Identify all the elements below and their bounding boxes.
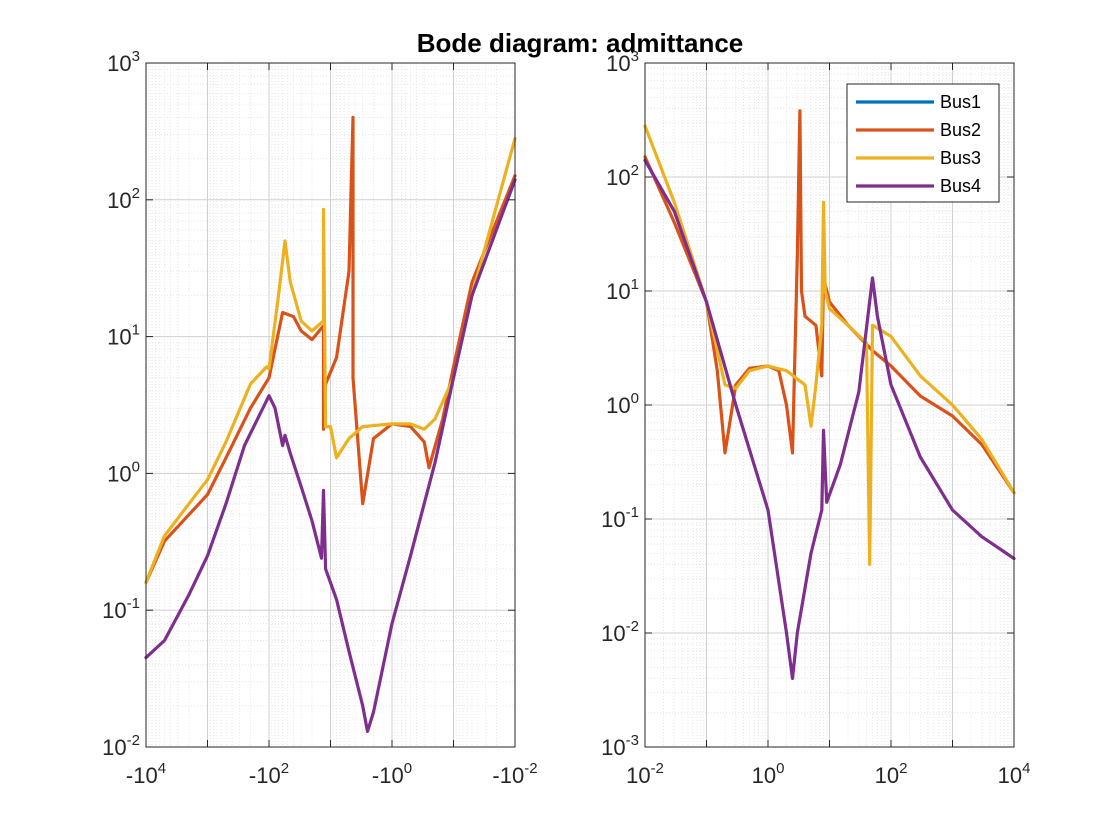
- y-tick-label: 103: [606, 48, 639, 76]
- series-bus4-negative-frequency: [144, 178, 517, 733]
- y-tick-label: 10-2: [102, 732, 140, 760]
- y-tick-label: 10-2: [601, 618, 639, 646]
- series-bus3-positive-frequency: [643, 124, 1016, 566]
- left-axes: -104 -102 -100 -10-2 10-2 10-1 100 101 102 103: [102, 48, 537, 788]
- legend-label-bus3: Bus3: [940, 148, 981, 168]
- y-tick-label: 10-1: [102, 595, 140, 623]
- y-tick-label: 100: [606, 390, 639, 418]
- y-tick-label: 102: [606, 162, 639, 190]
- x-tick-label: -100: [372, 760, 412, 788]
- y-tick-label: 10-3: [601, 732, 639, 760]
- left-series: [144, 115, 517, 733]
- left-ticks: -104 -102 -100 -10-2 10-2 10-1 100 101 102 103: [102, 48, 537, 788]
- y-tick-label: 10-1: [601, 504, 639, 532]
- y-tick-label: 101: [606, 276, 639, 304]
- chart-title: Bode diagram: admittance: [417, 28, 744, 58]
- x-tick-label: 100: [752, 760, 785, 788]
- legend-label-bus4: Bus4: [940, 176, 981, 196]
- x-tick-label: -102: [249, 760, 289, 788]
- series-bus2-negative-frequency: [144, 115, 517, 584]
- series-bus4-positive-frequency: [643, 158, 1016, 680]
- right-series: [643, 109, 1016, 680]
- legend: Bus1 Bus2 Bus3 Bus4: [846, 83, 1000, 203]
- x-tick-label: -10-2: [492, 760, 537, 788]
- legend-label-bus2: Bus2: [940, 120, 981, 140]
- x-tick-label: 102: [875, 760, 908, 788]
- x-tick-label: -104: [126, 760, 166, 788]
- y-tick-label: 100: [107, 458, 140, 486]
- y-tick-label: 103: [107, 48, 140, 76]
- y-tick-label: 102: [107, 185, 140, 213]
- legend-label-bus1: Bus1: [940, 92, 981, 112]
- series-bus3-negative-frequency: [144, 137, 517, 584]
- x-tick-label: 10-2: [626, 760, 664, 788]
- legend-box: [846, 83, 1000, 203]
- y-tick-label: 101: [107, 322, 140, 350]
- x-tick-label: 104: [998, 760, 1031, 788]
